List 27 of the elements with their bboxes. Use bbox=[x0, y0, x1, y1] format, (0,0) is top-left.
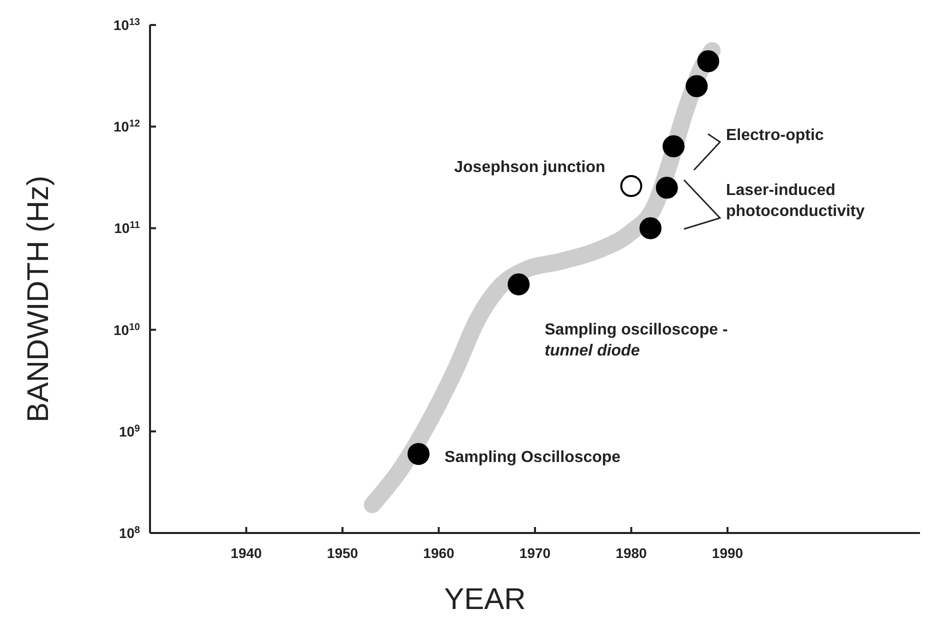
y-tick-label: 10$^{13}$ bbox=[114, 16, 141, 33]
x-tick-label: 1970 bbox=[519, 545, 551, 561]
annotation: Josephson junction bbox=[454, 159, 606, 176]
annotation: Laser-induced photoconductivity bbox=[726, 182, 865, 220]
point bbox=[620, 175, 642, 198]
point bbox=[656, 176, 678, 199]
annotation: Electro-optic bbox=[726, 127, 824, 144]
annotation: Sampling oscilloscope - tunnel diode bbox=[544, 321, 728, 360]
x-tick-label: 1950 bbox=[326, 545, 358, 561]
x-tick-label: 1940 bbox=[230, 545, 262, 561]
y-tick-label: 10$^{9}$ bbox=[118, 422, 141, 440]
y-tick-label: 10$^{11}$ bbox=[114, 220, 141, 236]
point bbox=[508, 273, 530, 296]
y-axis-title: BANDWIDTH (Hz) bbox=[22, 176, 55, 422]
y-tick-label: 10$^{8}$ bbox=[118, 524, 141, 541]
annotation: Sampling Oscilloscope bbox=[444, 448, 621, 466]
x-tick-label: 1960 bbox=[423, 545, 455, 561]
x-axis-title: YEAR bbox=[444, 583, 526, 616]
point bbox=[662, 135, 685, 158]
point bbox=[640, 217, 662, 240]
point bbox=[697, 50, 720, 72]
y-tick-label: 10$^{10}$ bbox=[114, 321, 141, 338]
y-tick-label: 10$^{12}$ bbox=[114, 118, 141, 135]
x-tick-label: 1980 bbox=[616, 545, 648, 561]
x-tick-label: 1990 bbox=[712, 545, 744, 561]
point bbox=[408, 442, 430, 465]
point bbox=[686, 75, 708, 98]
